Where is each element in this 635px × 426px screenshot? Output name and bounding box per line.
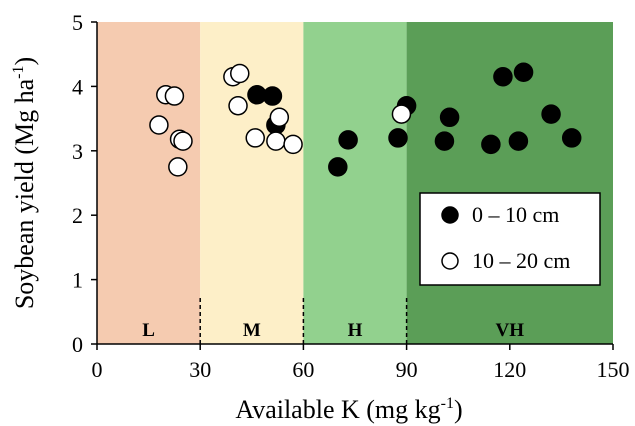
axes-layer: 0 1 2 3 4 5 0 30 60 90 120 150: [72, 10, 630, 382]
zone-l: [97, 22, 201, 344]
point-0-10cm-12: [513, 62, 534, 82]
x-axis-title: Available K (mg kg-1): [235, 395, 462, 424]
point-0-10cm-14: [561, 128, 582, 148]
legend-label-1: 10 – 20 cm: [472, 248, 570, 273]
x-tick-label-120: 120: [493, 357, 526, 382]
y-tick-label-0: 0: [72, 332, 83, 357]
zones-layer: L M H VH: [97, 22, 613, 344]
x-tick-label-0: 0: [92, 357, 103, 382]
x-tick-label-60: 60: [292, 357, 314, 382]
point-0-10cm-8: [439, 107, 460, 128]
zone-label-vh: VH: [496, 320, 525, 341]
point-10-20cm-8: [228, 95, 248, 116]
zone-label-m: M: [243, 320, 261, 341]
point-10-20cm-4: [173, 131, 193, 151]
x-tick-label-90: 90: [396, 357, 418, 382]
point-0-10cm-11: [508, 131, 529, 151]
point-0-10cm-7: [434, 131, 455, 151]
legend-marker-0: [441, 206, 459, 224]
zone-label-l: L: [142, 320, 155, 341]
point-0-10cm-10: [493, 66, 513, 87]
legend-marker-1: [441, 252, 459, 270]
point-10-20cm-0: [149, 115, 169, 135]
point-0-10cm-4: [338, 130, 358, 150]
zone-m: [200, 22, 304, 344]
axis-titles: Available K (mg kg-1) Soybean yield (Mg h…: [10, 57, 463, 424]
point-10-20cm-9: [245, 128, 265, 148]
point-10-20cm-13: [391, 104, 412, 124]
point-10-20cm-5: [168, 157, 188, 177]
point-10-20cm-2: [164, 86, 185, 106]
point-0-10cm-5: [388, 128, 408, 148]
x-tick-label-30: 30: [189, 357, 211, 382]
point-10-20cm-11: [269, 107, 290, 128]
zone-label-h: H: [348, 320, 363, 341]
y-tick-label-3: 3: [72, 139, 83, 164]
point-0-10cm-13: [541, 104, 561, 124]
legend: 0 – 10 cm 10 – 20 cm: [419, 192, 601, 286]
point-0-10cm-1: [262, 86, 283, 106]
point-0-10cm-3: [328, 157, 348, 177]
point-10-20cm-12: [283, 134, 303, 155]
y-tick-label-2: 2: [72, 203, 83, 228]
y-axis-title: Soybean yield (Mg ha-1): [10, 57, 39, 309]
y-tick-label-4: 4: [72, 74, 83, 99]
point-10-20cm-10: [266, 131, 286, 151]
y-tick-label-1: 1: [72, 268, 83, 293]
legend-label-0: 0 – 10 cm: [472, 202, 559, 227]
points-layer: [149, 62, 582, 177]
point-0-10cm-9: [481, 134, 501, 155]
point-10-20cm-7: [230, 63, 250, 84]
x-tick-label-150: 150: [597, 357, 630, 382]
y-tick-label-5: 5: [72, 10, 83, 35]
zone-h: [303, 22, 407, 344]
